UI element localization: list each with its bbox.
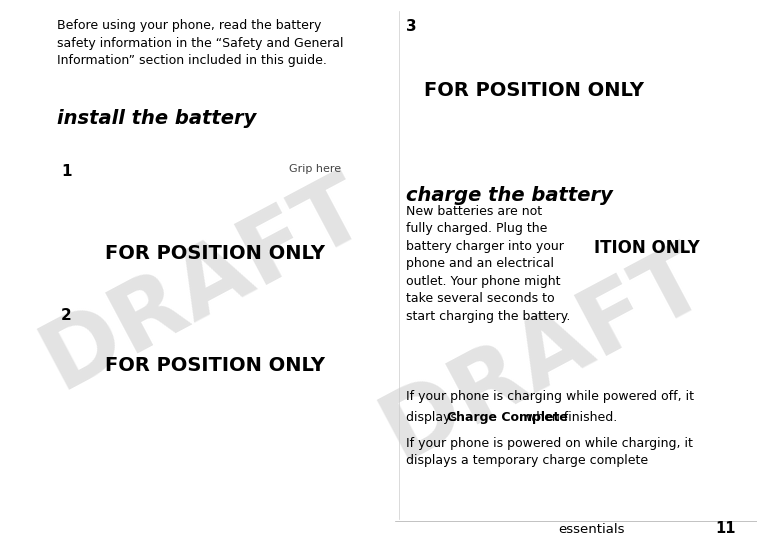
Text: DRAFT: DRAFT (27, 161, 382, 407)
Text: 11: 11 (715, 521, 735, 536)
Text: ITION ONLY: ITION ONLY (594, 240, 700, 257)
Text: install the battery: install the battery (57, 109, 256, 128)
Text: 2: 2 (61, 308, 72, 323)
Text: Grip here: Grip here (289, 164, 341, 174)
Text: FOR POSITION ONLY: FOR POSITION ONLY (424, 81, 644, 99)
Text: displays: displays (406, 411, 461, 424)
Text: DRAFT: DRAFT (367, 232, 722, 478)
Text: FOR POSITION ONLY: FOR POSITION ONLY (105, 245, 324, 263)
Text: If your phone is charging while powered off, it: If your phone is charging while powered … (406, 390, 694, 403)
Text: when finished.: when finished. (522, 411, 617, 424)
Text: 1: 1 (61, 164, 71, 179)
Text: charge the battery: charge the battery (406, 186, 613, 205)
Text: Before using your phone, read the battery
safety information in the “Safety and : Before using your phone, read the batter… (57, 19, 343, 67)
Text: FOR POSITION ONLY: FOR POSITION ONLY (105, 357, 324, 375)
Text: Charge Complete: Charge Complete (447, 411, 568, 424)
Text: essentials: essentials (559, 523, 625, 536)
Text: New batteries are not
fully charged. Plug the
battery charger into your
phone an: New batteries are not fully charged. Plu… (406, 205, 571, 323)
Text: 3: 3 (406, 19, 417, 34)
Text: If your phone is powered on while charging, it
displays a temporary charge compl: If your phone is powered on while chargi… (406, 437, 693, 467)
